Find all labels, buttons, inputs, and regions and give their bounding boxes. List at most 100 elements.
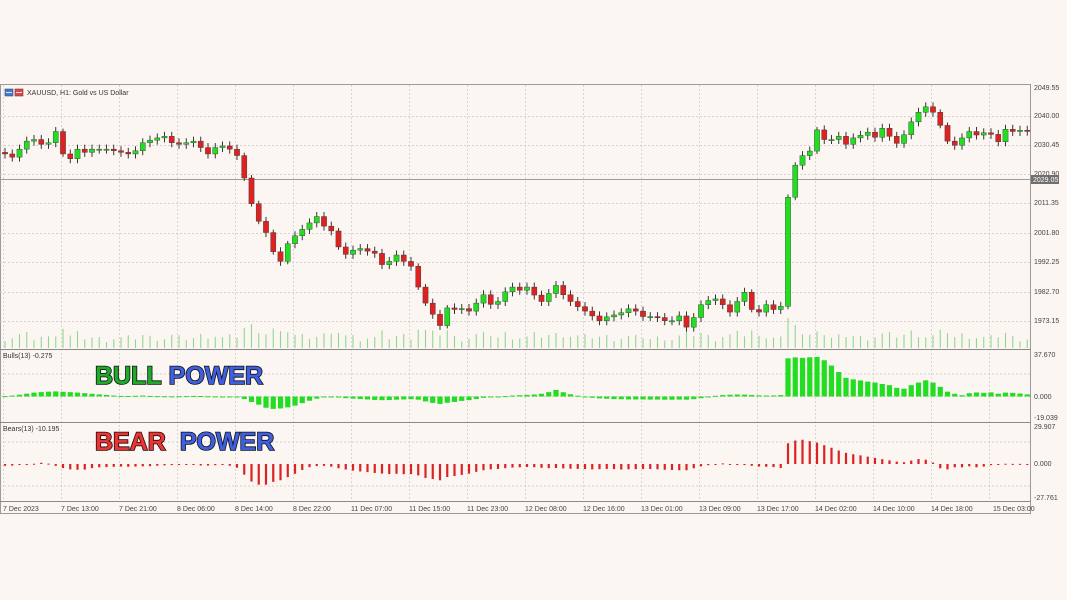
time-tick: 11 Dec 23:00: [467, 506, 508, 513]
bulls-bar: [198, 396, 204, 398]
price-axis[interactable]: 2049.55 2040.00 2030.45 2020.90 2011.35 …: [1031, 85, 1059, 325]
time-tick: 13 Dec 09:00: [699, 506, 741, 513]
bulls-bar: [915, 382, 922, 397]
candle-body: [1024, 130, 1031, 132]
bulls-bar: [408, 396, 414, 400]
current-price-text: 2029.05: [1033, 177, 1058, 184]
bulls-bar: [96, 394, 102, 397]
candle-body: [89, 148, 95, 153]
bears-bar: [562, 464, 565, 469]
candle-body: [654, 316, 661, 318]
price-tick: 2011.35: [1034, 200, 1059, 207]
candle-body: [495, 301, 501, 305]
bulls-bar: [763, 395, 769, 397]
candle-body: [806, 150, 813, 156]
bulls-bar: [872, 382, 878, 397]
bears-bar: [315, 464, 318, 467]
bull-power-caption: BULL POWER: [95, 362, 263, 390]
bears-bar: [373, 464, 376, 473]
bulls-bar: [720, 395, 726, 397]
candle-body: [74, 148, 81, 159]
bears-bar: [504, 464, 507, 469]
bears-bar: [830, 447, 833, 464]
candle-body: [9, 153, 16, 158]
bulls-bar: [147, 395, 153, 397]
candle-body: [110, 148, 117, 151]
bulls-bar: [995, 393, 1001, 397]
bears-bar: [1004, 463, 1007, 465]
caption-bear-word: BEAR: [95, 428, 166, 456]
bulls-bar: [879, 383, 885, 397]
bears-bar: [98, 464, 101, 468]
symbol-icon[interactable]: [4, 88, 24, 97]
bears-bar: [431, 464, 434, 480]
bulls-bar: [466, 396, 472, 401]
bulls-bar: [712, 395, 719, 397]
time-tick: 8 Dec 14:00: [235, 506, 273, 513]
candle-body: [480, 294, 487, 304]
bears-bar: [235, 464, 239, 468]
bears-bar: [815, 442, 819, 464]
bears-power-histogram: [3, 439, 1029, 485]
candle-body: [879, 128, 886, 138]
bulls-bar: [988, 392, 994, 397]
bulls-bar: [335, 396, 342, 398]
bulls-bar: [582, 396, 588, 398]
bears-bar: [968, 464, 971, 467]
bears-bar: [141, 464, 144, 467]
bears-bar: [975, 464, 978, 468]
bulls-bar: [770, 395, 777, 397]
bears-bar: [852, 454, 855, 464]
candle-body: [995, 134, 1002, 142]
time-tick: 13 Dec 01:00: [641, 506, 683, 513]
candle-body: [234, 148, 240, 156]
bulls-bar: [604, 396, 610, 399]
bears-bar: [40, 462, 43, 464]
candle-body: [611, 314, 617, 318]
candle-body: [458, 308, 465, 310]
caption-bull-power-word: POWER: [169, 362, 263, 390]
candle-body: [864, 131, 871, 136]
candle-body: [603, 316, 610, 321]
bulls-bar: [132, 395, 139, 397]
bears-bar: [170, 464, 173, 466]
candle-body: [487, 294, 494, 305]
bears-bar: [873, 457, 877, 464]
bears-bar: [366, 464, 369, 473]
bulls-bar: [792, 357, 798, 397]
candle-body: [1002, 129, 1009, 142]
bulls-bar: [959, 395, 965, 397]
time-tick: 8 Dec 06:00: [177, 506, 215, 513]
candle-body: [748, 291, 755, 310]
price-tick: 2049.55: [1034, 85, 1059, 92]
candle-body: [835, 136, 842, 140]
grid: [0, 85, 1030, 501]
bulls-bar: [618, 396, 624, 400]
bears-bar: [569, 464, 572, 469]
candle-body: [16, 148, 23, 158]
bears-bar: [482, 464, 485, 471]
candle-body: [270, 232, 277, 252]
bears-bar: [402, 464, 405, 475]
candle-body: [226, 145, 233, 150]
candle-body: [60, 131, 66, 155]
candle-body: [799, 155, 806, 166]
bears-bar: [518, 464, 521, 468]
bears-bar: [301, 464, 304, 471]
time-axis[interactable]: 7 Dec 2023 7 Dec 13:00 7 Dec 21:00 8 Dec…: [3, 506, 1035, 513]
bulls-bar: [495, 396, 501, 398]
candle-body: [908, 121, 915, 135]
bulls-bar: [509, 395, 516, 397]
bulls-bar: [705, 396, 711, 398]
bears-bar: [997, 464, 1000, 465]
bulls-bar: [480, 396, 487, 398]
candle-body: [683, 315, 690, 328]
bulls-bar: [952, 393, 958, 397]
price-tick: 2030.45: [1034, 142, 1059, 149]
bears-bar: [257, 464, 260, 485]
candle-body: [922, 106, 929, 113]
bears-bar: [119, 464, 123, 467]
candle-body: [219, 145, 226, 148]
bulls-bar: [444, 396, 450, 403]
